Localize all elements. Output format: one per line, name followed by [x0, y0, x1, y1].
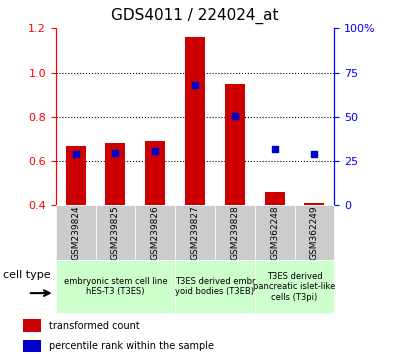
Point — [192, 82, 198, 88]
Text: GSM239828: GSM239828 — [230, 205, 239, 260]
Text: GSM239826: GSM239826 — [151, 205, 160, 260]
Bar — [23, 340, 41, 352]
Bar — [66, 145, 86, 205]
Text: T3ES derived
pancreatic islet-like
cells (T3pi): T3ES derived pancreatic islet-like cells… — [254, 272, 336, 302]
Text: cell type: cell type — [3, 270, 51, 280]
Point — [271, 146, 278, 152]
FancyBboxPatch shape — [56, 205, 96, 260]
Bar — [23, 319, 41, 332]
FancyBboxPatch shape — [255, 260, 334, 313]
Bar — [105, 143, 125, 205]
Text: embryonic stem cell line
hES-T3 (T3ES): embryonic stem cell line hES-T3 (T3ES) — [64, 277, 167, 296]
Text: GSM239827: GSM239827 — [191, 205, 199, 260]
FancyBboxPatch shape — [96, 205, 135, 260]
Text: GSM362248: GSM362248 — [270, 205, 279, 260]
FancyBboxPatch shape — [135, 205, 175, 260]
Bar — [225, 84, 245, 205]
Point — [232, 113, 238, 119]
Point — [72, 152, 79, 157]
Point — [311, 152, 318, 157]
Text: transformed count: transformed count — [49, 320, 139, 331]
Point — [152, 148, 158, 154]
Text: GSM362249: GSM362249 — [310, 205, 319, 260]
FancyBboxPatch shape — [175, 260, 255, 313]
FancyBboxPatch shape — [255, 205, 295, 260]
FancyBboxPatch shape — [56, 260, 175, 313]
FancyBboxPatch shape — [215, 205, 255, 260]
Bar — [304, 203, 324, 205]
Text: GSM239824: GSM239824 — [71, 205, 80, 260]
Bar — [145, 141, 165, 205]
Point — [112, 150, 119, 156]
Title: GDS4011 / 224024_at: GDS4011 / 224024_at — [111, 8, 279, 24]
Text: GSM239825: GSM239825 — [111, 205, 120, 260]
Bar — [185, 37, 205, 205]
Bar — [265, 192, 285, 205]
Text: percentile rank within the sample: percentile rank within the sample — [49, 341, 214, 351]
FancyBboxPatch shape — [295, 205, 334, 260]
Text: T3ES derived embr
yoid bodies (T3EB): T3ES derived embr yoid bodies (T3EB) — [175, 277, 255, 296]
FancyBboxPatch shape — [175, 205, 215, 260]
